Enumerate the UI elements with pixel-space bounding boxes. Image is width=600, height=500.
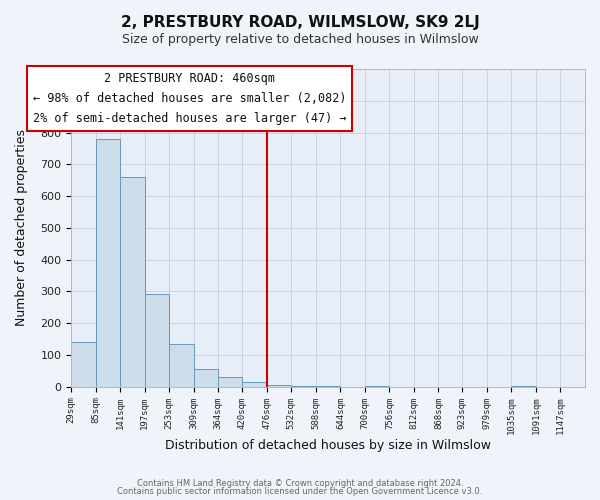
Bar bbox=[71, 342, 96, 386]
Bar bbox=[169, 344, 194, 386]
Bar bbox=[242, 382, 267, 386]
Text: Contains HM Land Registry data © Crown copyright and database right 2024.: Contains HM Land Registry data © Crown c… bbox=[137, 478, 463, 488]
Y-axis label: Number of detached properties: Number of detached properties bbox=[15, 130, 28, 326]
Text: 2 PRESTBURY ROAD: 460sqm
← 98% of detached houses are smaller (2,082)
2% of semi: 2 PRESTBURY ROAD: 460sqm ← 98% of detach… bbox=[32, 72, 346, 125]
Bar bbox=[96, 139, 120, 386]
X-axis label: Distribution of detached houses by size in Wilmslow: Distribution of detached houses by size … bbox=[165, 440, 491, 452]
Text: 2, PRESTBURY ROAD, WILMSLOW, SK9 2LJ: 2, PRESTBURY ROAD, WILMSLOW, SK9 2LJ bbox=[121, 15, 479, 30]
Text: Contains public sector information licensed under the Open Government Licence v3: Contains public sector information licen… bbox=[118, 487, 482, 496]
Bar bbox=[218, 377, 242, 386]
Bar bbox=[194, 369, 218, 386]
Bar bbox=[120, 177, 145, 386]
Text: Size of property relative to detached houses in Wilmslow: Size of property relative to detached ho… bbox=[122, 32, 478, 46]
Bar bbox=[267, 385, 292, 386]
Bar bbox=[145, 294, 169, 386]
